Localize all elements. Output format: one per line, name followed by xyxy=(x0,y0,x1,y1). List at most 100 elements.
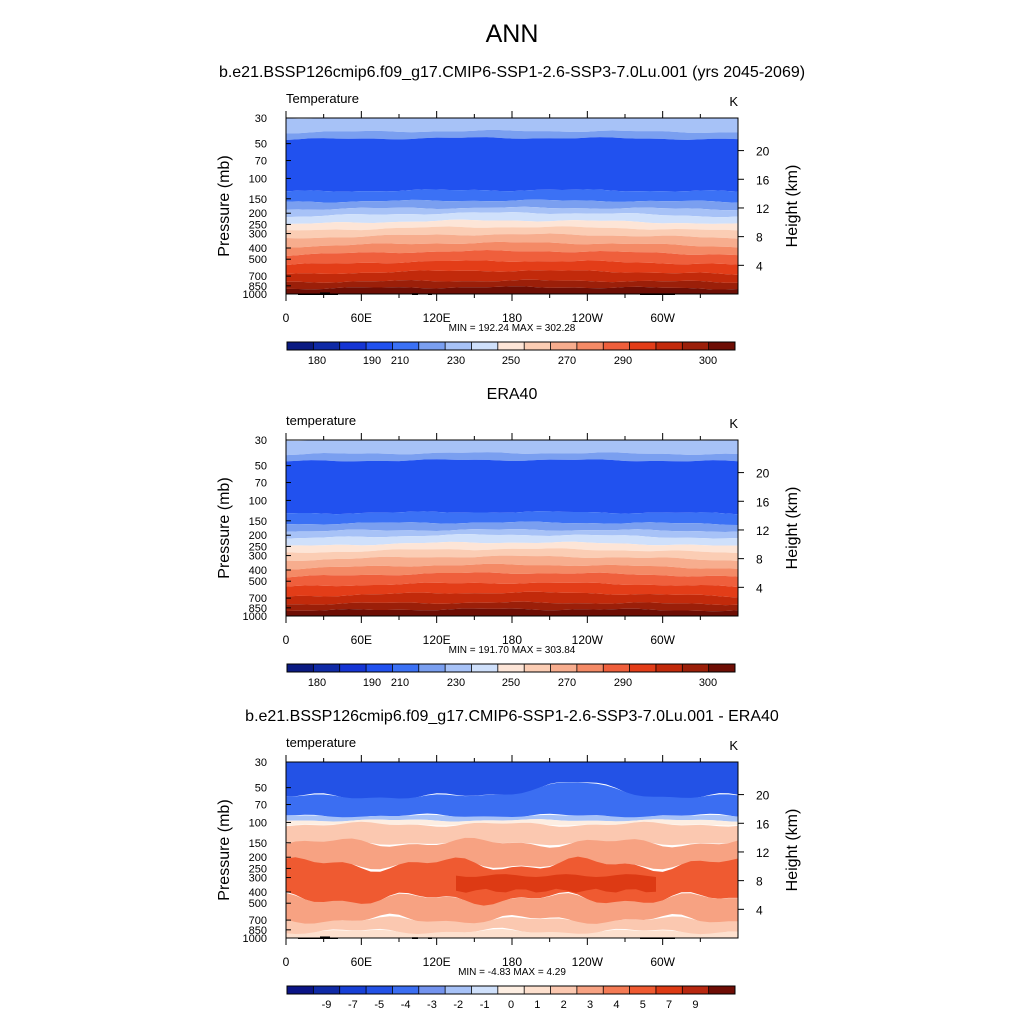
panel3-contour-band xyxy=(286,837,738,870)
panel3-y2-tick-label: 20 xyxy=(756,789,770,803)
panel3-y-tick-label: 400 xyxy=(249,887,267,899)
panel2-colorbar-frame xyxy=(286,663,736,673)
panel3-y-tick-label: 30 xyxy=(255,757,267,769)
panel3-contour-band xyxy=(456,874,656,893)
panel3-y-tick-label: 150 xyxy=(249,838,267,850)
panel1-colorbar-swatch xyxy=(287,342,314,350)
figure-title: ANN xyxy=(485,20,539,48)
panel2-subtitle: ERA40 xyxy=(486,386,538,403)
panel2-colorbar-swatch xyxy=(708,664,736,672)
panel1-y-tick-label: 400 xyxy=(249,243,267,255)
panel2-colorbar-label: 290 xyxy=(614,677,632,689)
panel3-colorbar-swatch xyxy=(550,986,578,994)
panel1-y2-tick-label: 12 xyxy=(756,202,770,216)
panel3-colorbar-swatch xyxy=(603,986,631,994)
panel3-y-tick-label: 70 xyxy=(255,800,267,812)
panel2-contour-band xyxy=(286,452,738,462)
panel1-colorbar-label: 210 xyxy=(391,355,409,367)
panel2-colorbar-swatch xyxy=(392,664,420,672)
panel2-contour-band xyxy=(286,459,738,515)
panel1-contour-band xyxy=(286,270,738,283)
panel1-contour-band xyxy=(286,241,738,257)
panel1-colorbar-swatch xyxy=(392,342,420,350)
panel2-x-tick-label: 120E xyxy=(423,633,451,647)
panel1-colorbar-swatch xyxy=(418,342,446,350)
panel2-contour-band xyxy=(286,529,738,539)
panel1-y-tick-label: 300 xyxy=(249,229,267,241)
panel1-contour-band xyxy=(286,206,738,218)
panel1-subtitle: b.e21.BSSP126cmip6.f09_g17.CMIP6-SSP1-2.… xyxy=(218,64,806,81)
panel1-left-title: Temperature xyxy=(286,91,359,106)
panel1-y-tick-label: 700 xyxy=(249,271,267,283)
panel3-plot xyxy=(286,762,738,938)
panel3-y-axis-label: Pressure (mb) xyxy=(216,799,233,900)
panel1-y-tick-label: 70 xyxy=(255,156,267,168)
panel1-plot xyxy=(286,118,738,294)
panel2-y-tick-label: 850 xyxy=(249,603,267,615)
panel3-colorbar-swatch xyxy=(471,986,499,994)
panel1-colorbar-swatch xyxy=(655,342,683,350)
panel3-subtitle: b.e21.BSSP126cmip6.f09_g17.CMIP6-SSP1-2.… xyxy=(245,708,779,725)
panel3-contour-band xyxy=(286,892,738,927)
panel2-x-tick-label: 60W xyxy=(650,633,675,647)
panel3-contour-band xyxy=(286,916,738,936)
panel2-y2-tick-label: 12 xyxy=(756,524,770,538)
panel2-contour-band xyxy=(286,440,738,456)
panel2-colorbar-swatch xyxy=(603,664,631,672)
panel1-surface-layer xyxy=(286,291,738,294)
panel2-colorbar-swatch xyxy=(682,664,710,672)
panel2-contour-band xyxy=(286,601,738,612)
panel3-left-title: temperature xyxy=(286,735,356,750)
panel1-colorbar-label: 180 xyxy=(308,355,326,367)
panel1-y-tick-label: 200 xyxy=(249,208,267,220)
panel3-y-tick-label: 850 xyxy=(249,925,267,937)
panel3-colorbar-label: 9 xyxy=(692,999,698,1011)
panel2-colorbar-swatch xyxy=(471,664,499,672)
panel3-y-tick-label: 300 xyxy=(249,873,267,885)
panel3-contour-band xyxy=(286,814,738,822)
panel3-x-tick-label: 120E xyxy=(423,955,451,969)
panel3-colorbar-label: 3 xyxy=(587,999,593,1011)
panel2-contour-band xyxy=(286,572,738,587)
panel1-contour-field xyxy=(286,118,738,294)
panel1-contour-band xyxy=(286,137,738,192)
panel1-contour-band xyxy=(286,129,738,141)
panel1-y2-tick-label: 4 xyxy=(756,259,763,273)
panel3-colorbar-swatch xyxy=(682,986,710,994)
panel3-y2-tick-label: 8 xyxy=(756,875,763,889)
panel3-colorbar-label: 1 xyxy=(534,999,540,1011)
panel2-y-tick-label: 700 xyxy=(249,593,267,605)
panel3-colorbar-swatch xyxy=(287,986,314,994)
panel1-x-tick-label: 120W xyxy=(572,311,604,325)
panel2-contour-band xyxy=(286,548,738,561)
panel1-colorbar-label: 230 xyxy=(447,355,465,367)
panel2-colorbar-swatch xyxy=(418,664,446,672)
panel2-contour-band xyxy=(286,534,738,546)
panel2-y2-tick-label: 20 xyxy=(756,467,770,481)
panel3-contour-field xyxy=(286,762,738,938)
panel2-contour-band xyxy=(286,521,738,533)
panel3-colorbar-label: -3 xyxy=(427,999,437,1011)
panel2-y-tick-label: 100 xyxy=(249,495,267,507)
panel2-x-tick-label: 60E xyxy=(351,633,372,647)
panel3-y-tick-label: 250 xyxy=(249,863,267,875)
panel2-colorbar-label: 190 xyxy=(363,677,381,689)
panel2-colorbar-swatch xyxy=(339,664,367,672)
panel2-colorbar-swatch xyxy=(287,664,314,672)
panel2-y-axis-label: Pressure (mb) xyxy=(216,477,233,578)
panel1-colorbar-swatch xyxy=(445,342,472,350)
panel1-colorbar-swatch xyxy=(524,342,552,350)
panel3-contour-band xyxy=(286,929,738,938)
panel1-y-tick-label: 150 xyxy=(249,194,267,206)
panel3-colorbar-swatch xyxy=(313,986,341,994)
panel3-y2-tick-label: 4 xyxy=(756,903,763,917)
panel2-colorbar-swatch xyxy=(497,664,525,672)
panel3-colorbar-frame xyxy=(286,985,736,995)
panel3-colorbar-label: -2 xyxy=(453,999,463,1011)
panel3-x-tick-label: 180 xyxy=(502,955,522,969)
panel2-y2-tick-label: 8 xyxy=(756,553,763,567)
panel3-y-tick-label: 500 xyxy=(249,898,267,910)
panel2-y-tick-label: 400 xyxy=(249,565,267,577)
panel1-colorbar-swatch xyxy=(313,342,341,350)
panel1-colorbar-swatch xyxy=(603,342,631,350)
